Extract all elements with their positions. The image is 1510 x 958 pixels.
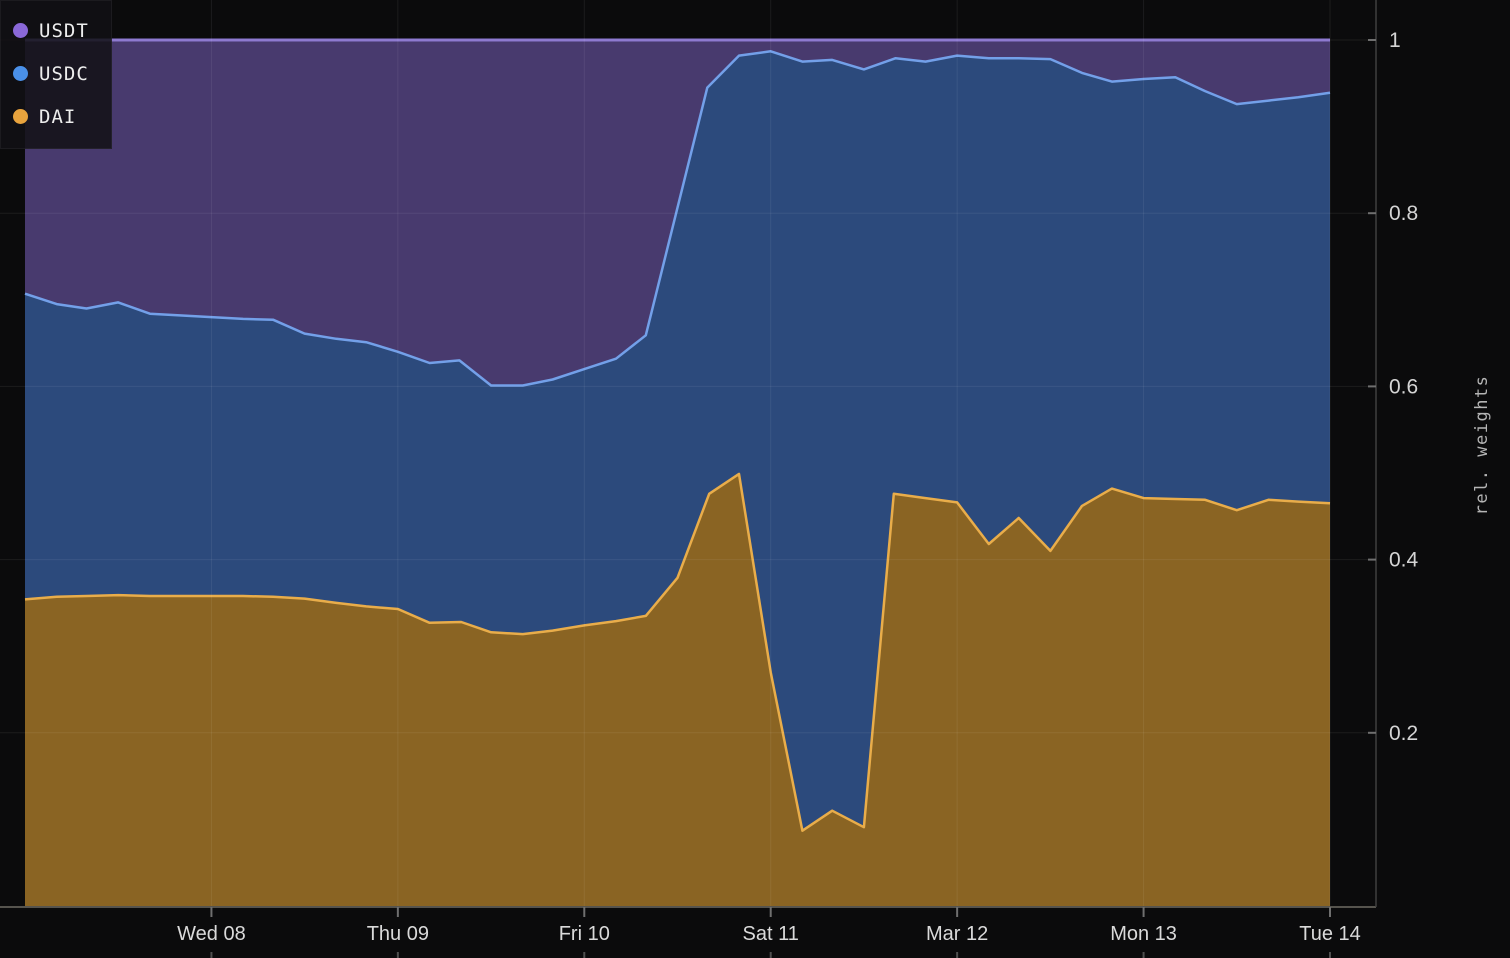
x-tick-label: Sat 11 [743, 923, 799, 945]
legend-label-usdc: USDC [39, 62, 89, 85]
gridlines [0, 0, 1376, 907]
x-tick-label: Wed 08 [177, 923, 246, 945]
y-tick-label: 0.2 [1389, 722, 1418, 745]
x-tick-label: Fri 10 [559, 923, 610, 945]
area-usdc [25, 51, 1330, 831]
x-tick-label: Mar 12 [926, 923, 988, 945]
y-axis-labels: 0.2 0.4 0.6 0.8 1 [1389, 29, 1419, 745]
x-axis-ticks [210, 907, 1331, 917]
chart-legend: USDT USDC DAI [0, 0, 112, 149]
y-tick-label: 0.4 [1389, 549, 1419, 572]
legend-item-usdt[interactable]: USDT [13, 9, 101, 52]
legend-item-usdc[interactable]: USDC [13, 52, 101, 95]
x-tick-label: Thu 09 [367, 923, 429, 945]
x-tick-label: Tue 14 [1299, 923, 1361, 945]
bottom-edge-ticks [210, 952, 1331, 958]
legend-item-dai[interactable]: DAI [13, 95, 101, 138]
y-tick-label: 1 [1389, 29, 1401, 52]
usdt-series-dot-icon [13, 23, 28, 38]
x-axis-labels: Wed 08 Thu 09 Fri 10 Sat 11 Mar 12 Mon 13 Tue … [177, 923, 1361, 945]
legend-label-dai: DAI [39, 105, 77, 128]
x-tick-label: Mon 13 [1110, 923, 1177, 945]
y-axis-ticks [1368, 39, 1376, 734]
legend-label-usdt: USDT [39, 19, 89, 42]
y-tick-label: 0.6 [1389, 375, 1418, 398]
dai-series-dot-icon [13, 109, 28, 124]
y-axis-title: rel. weights [1472, 375, 1492, 516]
area-dai [25, 473, 1330, 906]
area-usdt [25, 40, 1330, 386]
usdc-series-dot-icon [13, 66, 28, 81]
dai-boundary-line [24, 472, 1331, 832]
usdc-boundary-line [24, 50, 1331, 387]
y-tick-label: 0.8 [1389, 202, 1418, 225]
